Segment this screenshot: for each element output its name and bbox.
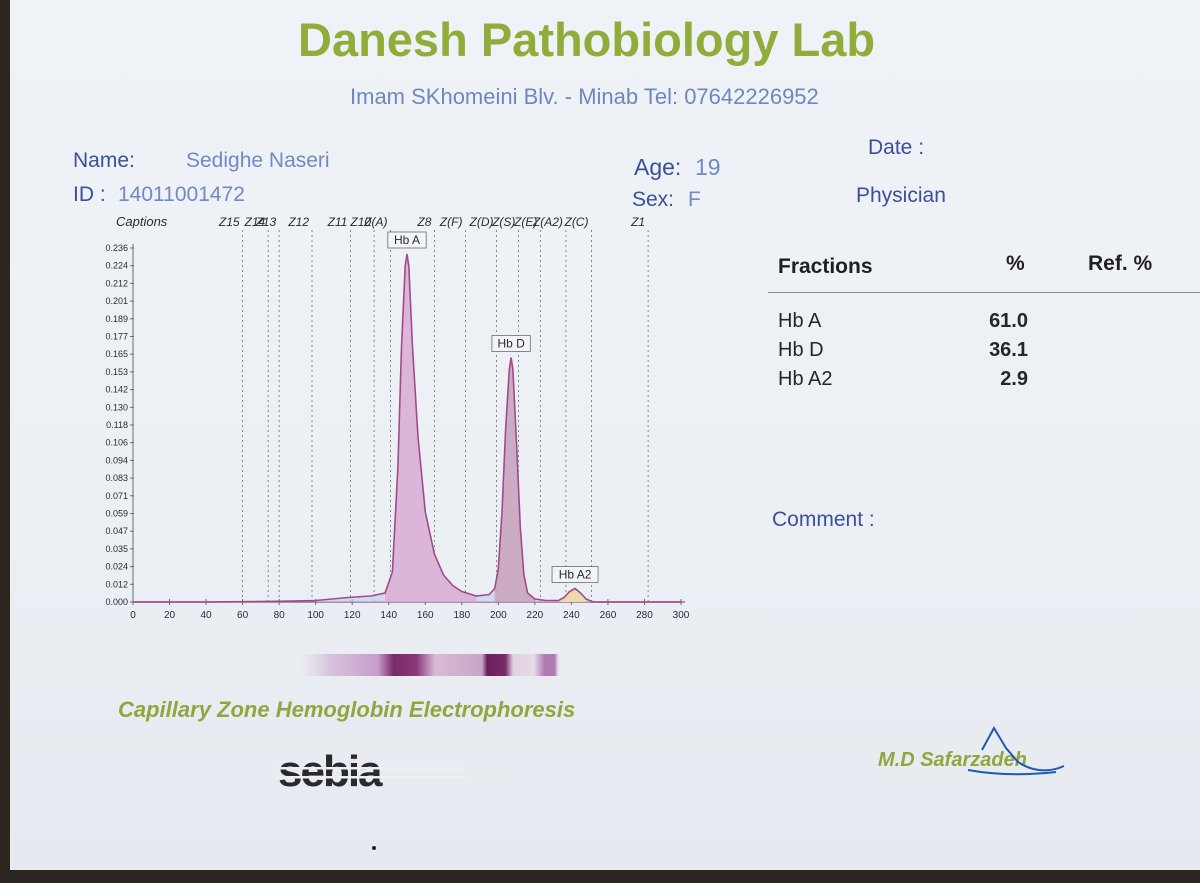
zone-label: Z(F) <box>439 215 463 229</box>
x-tick-label: 100 <box>307 610 324 621</box>
x-tick-label: 300 <box>673 610 690 621</box>
peak-label: Hb A2 <box>559 568 592 582</box>
zone-label: Z(D) <box>469 215 494 229</box>
x-tick-label: 260 <box>600 610 617 621</box>
zone-label: Z1 <box>630 215 645 229</box>
y-tick-label: 0.094 <box>105 455 128 465</box>
baseline-fill <box>315 254 608 602</box>
patient-id: 14011001472 <box>118 183 245 206</box>
lab-address: Imam SKhomeini Blv. - Minab Tel: 0764222… <box>350 84 819 109</box>
electropherogram-curve <box>133 253 681 603</box>
date-label: Date : <box>868 136 925 159</box>
fraction-percent: 36.1 <box>989 339 1028 361</box>
peak-label-box <box>387 231 427 249</box>
zone-label: Z(E) <box>513 215 537 229</box>
header-divider <box>768 292 1200 293</box>
y-tick-label: 0.012 <box>105 579 128 589</box>
peak-label: Hb A <box>394 233 420 247</box>
captions-label: Captions <box>116 214 168 229</box>
x-tick-label: 180 <box>453 610 470 621</box>
zone-label: Z8 <box>416 215 431 229</box>
sebia-logo: sebia <box>276 752 466 794</box>
x-tick-label: 40 <box>201 610 213 621</box>
x-tick-label: 0 <box>130 610 136 621</box>
x-tick-label: 200 <box>490 610 507 621</box>
y-tick-label: 0.165 <box>105 349 128 359</box>
zone-label: Z(A2) <box>532 215 563 229</box>
lab-title: Danesh Pathobiology Lab <box>298 13 876 66</box>
comment-label: Comment : <box>772 508 875 531</box>
y-tick-label: 0.201 <box>105 296 128 306</box>
age-label: Age: <box>634 154 682 180</box>
report-sheet: Danesh Pathobiology Lab Imam SKhomeini B… <box>10 0 1200 870</box>
physician-label: Physician <box>856 184 946 207</box>
svg-text:sebia: sebia <box>278 752 383 794</box>
peak-area-hba <box>385 254 477 602</box>
y-tick-label: 0.000 <box>105 597 128 607</box>
peak-label: Hb D <box>497 337 525 351</box>
peak-area-hbd <box>494 357 535 602</box>
zone-label: Z10 <box>349 215 371 229</box>
y-tick-label: 0.224 <box>105 261 128 271</box>
signature-name: M.D Safarzadeh <box>878 749 1027 771</box>
fraction-row: Hb A2 2.9 <box>778 368 1028 396</box>
y-tick-label: 0.106 <box>105 438 128 448</box>
y-tick-label: 0.083 <box>105 473 128 483</box>
x-tick-label: 160 <box>417 610 434 621</box>
x-tick-label: 120 <box>344 610 361 621</box>
y-tick-label: 0.024 <box>105 562 128 572</box>
ref-header: Ref. % <box>1088 252 1153 275</box>
y-tick-label: 0.212 <box>105 278 128 288</box>
y-tick-label: 0.189 <box>105 314 128 324</box>
y-tick-label: 0.236 <box>105 243 128 253</box>
fractions-header: Fractions <box>778 255 873 278</box>
y-tick-label: 0.130 <box>105 402 128 412</box>
percent-header: % <box>1006 252 1025 275</box>
y-tick-label: 0.142 <box>105 385 128 395</box>
patient-sex: F <box>688 188 701 211</box>
fraction-row: Hb A 61.0 <box>778 310 1028 338</box>
handwritten-signature <box>967 725 1065 776</box>
fraction-name: Hb D <box>778 339 824 361</box>
zone-label: Z12 <box>287 215 309 229</box>
x-tick-label: 60 <box>237 610 249 621</box>
y-tick-label: 0.153 <box>105 367 128 377</box>
peak-area-hba2 <box>558 588 587 602</box>
x-tick-label: 280 <box>636 610 653 621</box>
gel-strip-image <box>300 654 560 676</box>
y-tick-label: 0.071 <box>105 491 128 501</box>
patient-age: 19 <box>695 154 721 180</box>
sex-label: Sex: <box>632 188 675 211</box>
x-tick-label: 140 <box>380 610 397 621</box>
id-label: ID : <box>73 183 106 206</box>
peak-label-box <box>491 335 531 352</box>
zone-label: Z14 <box>243 215 265 229</box>
zone-label: Z(A) <box>363 215 387 229</box>
peak-label-box <box>551 566 599 583</box>
fraction-percent: 2.9 <box>1000 368 1028 390</box>
x-tick-label: 20 <box>164 610 176 621</box>
name-label: Name: <box>73 149 135 172</box>
zone-label: Z(S) <box>491 215 515 229</box>
fraction-name: Hb A <box>778 310 822 332</box>
zone-label: Z11 <box>327 215 348 229</box>
patient-name: Sedighe Naseri <box>186 149 330 172</box>
zone-label: Z15 <box>218 215 240 229</box>
zone-label: Z13 <box>254 215 276 229</box>
fraction-percent: 61.0 <box>989 310 1028 332</box>
y-tick-label: 0.059 <box>105 509 128 519</box>
y-tick-label: 0.177 <box>105 332 128 342</box>
method-label: Capillary Zone Hemoglobin Electrophoresi… <box>118 697 576 722</box>
x-tick-label: 240 <box>563 610 580 621</box>
y-tick-label: 0.047 <box>105 526 128 536</box>
x-tick-label: 80 <box>274 610 286 621</box>
fraction-row: Hb D 36.1 <box>778 339 1028 367</box>
y-tick-label: 0.035 <box>105 544 128 554</box>
zone-label: Z(C) <box>563 215 588 229</box>
y-tick-label: 0.118 <box>106 420 128 430</box>
fraction-name: Hb A2 <box>778 368 833 390</box>
ink-dot <box>372 846 376 850</box>
x-tick-label: 220 <box>527 610 544 621</box>
